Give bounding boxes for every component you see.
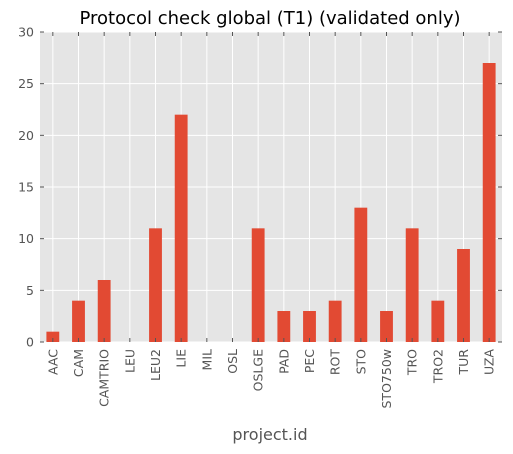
x-tick-label: AAC <box>45 349 60 375</box>
x-tick-label: UZA <box>482 349 497 375</box>
x-tick-label: STO750w <box>379 349 394 409</box>
x-tick-label: OSL <box>225 349 240 374</box>
x-tick-label: PEC <box>302 349 317 373</box>
bar-leu2 <box>149 228 162 342</box>
y-tick-label: 0 <box>26 335 34 350</box>
y-tick-label: 30 <box>18 25 34 40</box>
bar-tur <box>457 249 470 342</box>
bar-aac <box>46 331 60 342</box>
x-tick-label: STO <box>353 349 368 375</box>
bars <box>46 63 496 343</box>
x-tick-label: TRO2 <box>430 349 445 384</box>
x-tick-label: TUR <box>456 349 471 376</box>
bar-sto750w <box>380 311 393 342</box>
x-tick-label: LIE <box>174 349 189 368</box>
x-axis-ticks: AAC CAM CAMTRIO LEU LEU2 LIE MIL OSL OSLGE PAD PEC… <box>45 32 497 409</box>
bar-pec <box>303 311 316 342</box>
x-tick-label: TRO <box>405 349 420 376</box>
y-tick-label: 20 <box>18 128 34 143</box>
bar-lie <box>174 114 188 343</box>
x-tick-label: LEU2 <box>148 349 163 381</box>
y-axis-ticks: 0 5 10 15 20 25 30 <box>18 25 502 350</box>
bar-tro <box>405 228 419 342</box>
bar-camtrio <box>97 280 111 342</box>
x-tick-label: MIL <box>199 349 214 370</box>
bar-cam <box>72 300 85 342</box>
bar-sto <box>354 207 368 342</box>
y-tick-label: 5 <box>26 283 34 298</box>
bar-oslge <box>251 228 265 342</box>
x-tick-label: OSLGE <box>251 349 266 391</box>
y-tick-label: 10 <box>18 231 34 246</box>
chart-title: Protocol check global (T1) (validated on… <box>79 8 460 29</box>
x-tick-label: CAM <box>71 349 86 377</box>
bar-pad <box>277 311 291 342</box>
x-tick-label: PAD <box>276 349 291 374</box>
bar-rot <box>328 300 342 342</box>
x-tick-label: LEU <box>122 349 137 373</box>
bar-tro2 <box>431 300 445 342</box>
bar-uza <box>482 63 496 342</box>
x-axis-label: project.id <box>232 425 307 444</box>
y-tick-label: 15 <box>18 180 34 195</box>
x-tick-label: CAMTRIO <box>97 349 112 407</box>
y-tick-label: 25 <box>18 76 34 91</box>
x-tick-label: ROT <box>328 349 343 376</box>
